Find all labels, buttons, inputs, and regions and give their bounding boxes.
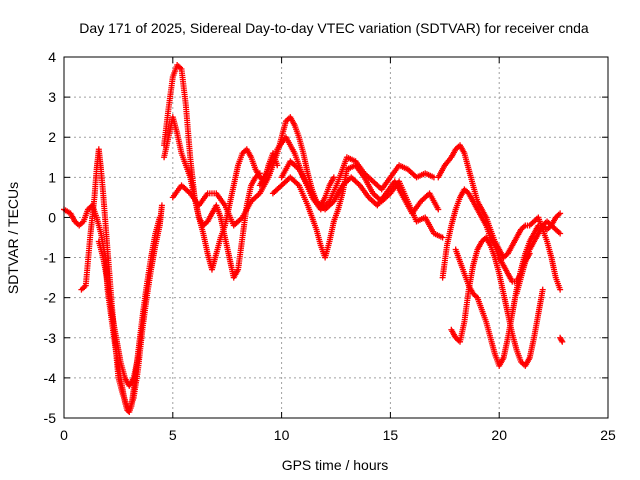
y-tick-label: -4 — [44, 370, 57, 386]
data-series — [278, 158, 442, 217]
data-points — [61, 62, 566, 415]
data-point-marker — [557, 210, 564, 217]
y-tick-label: 0 — [48, 209, 56, 225]
data-series — [256, 134, 437, 213]
data-point-marker — [539, 286, 546, 293]
x-tick-label: 20 — [491, 427, 507, 443]
x-tick-label: 25 — [600, 427, 616, 443]
data-point-marker — [435, 206, 442, 213]
data-point-marker — [558, 337, 565, 344]
data-point-marker — [557, 230, 564, 237]
data-point-marker — [156, 214, 163, 221]
x-tick-label: 5 — [169, 427, 177, 443]
x-tick-label: 15 — [383, 427, 399, 443]
y-tick-label: 1 — [48, 169, 56, 185]
y-tick-label: -3 — [44, 330, 57, 346]
data-point-marker — [439, 234, 446, 241]
x-axis-label: GPS time / hours — [282, 457, 389, 473]
data-point-marker — [330, 174, 337, 181]
chart-title: Day 171 of 2025, Sidereal Day-to-day VTE… — [79, 20, 589, 36]
y-tick-label: -5 — [44, 410, 57, 426]
y-tick-label: 2 — [48, 129, 56, 145]
data-series — [448, 234, 546, 369]
axis-ticks: -5 -4 -3 -2 -1 0 1 2 3 4 0 5 10 15 20 25 — [44, 49, 616, 443]
y-axis-label: SDTVAR / TECUs — [5, 182, 21, 294]
y-tick-label: -1 — [44, 250, 57, 266]
data-series — [513, 250, 533, 297]
y-tick-label: -2 — [44, 290, 57, 306]
data-series — [161, 62, 263, 281]
x-tick-label: 10 — [274, 427, 290, 443]
data-series — [95, 238, 141, 389]
y-tick-label: 4 — [48, 49, 56, 65]
x-tick-label: 0 — [60, 427, 68, 443]
data-series — [557, 334, 566, 345]
y-tick-label: 3 — [48, 89, 56, 105]
data-point-marker — [559, 338, 566, 345]
data-point-marker — [557, 286, 564, 293]
data-point-marker — [134, 354, 141, 361]
data-point-marker — [158, 202, 165, 209]
data-point-marker — [526, 250, 533, 257]
plot-frame — [63, 56, 609, 419]
